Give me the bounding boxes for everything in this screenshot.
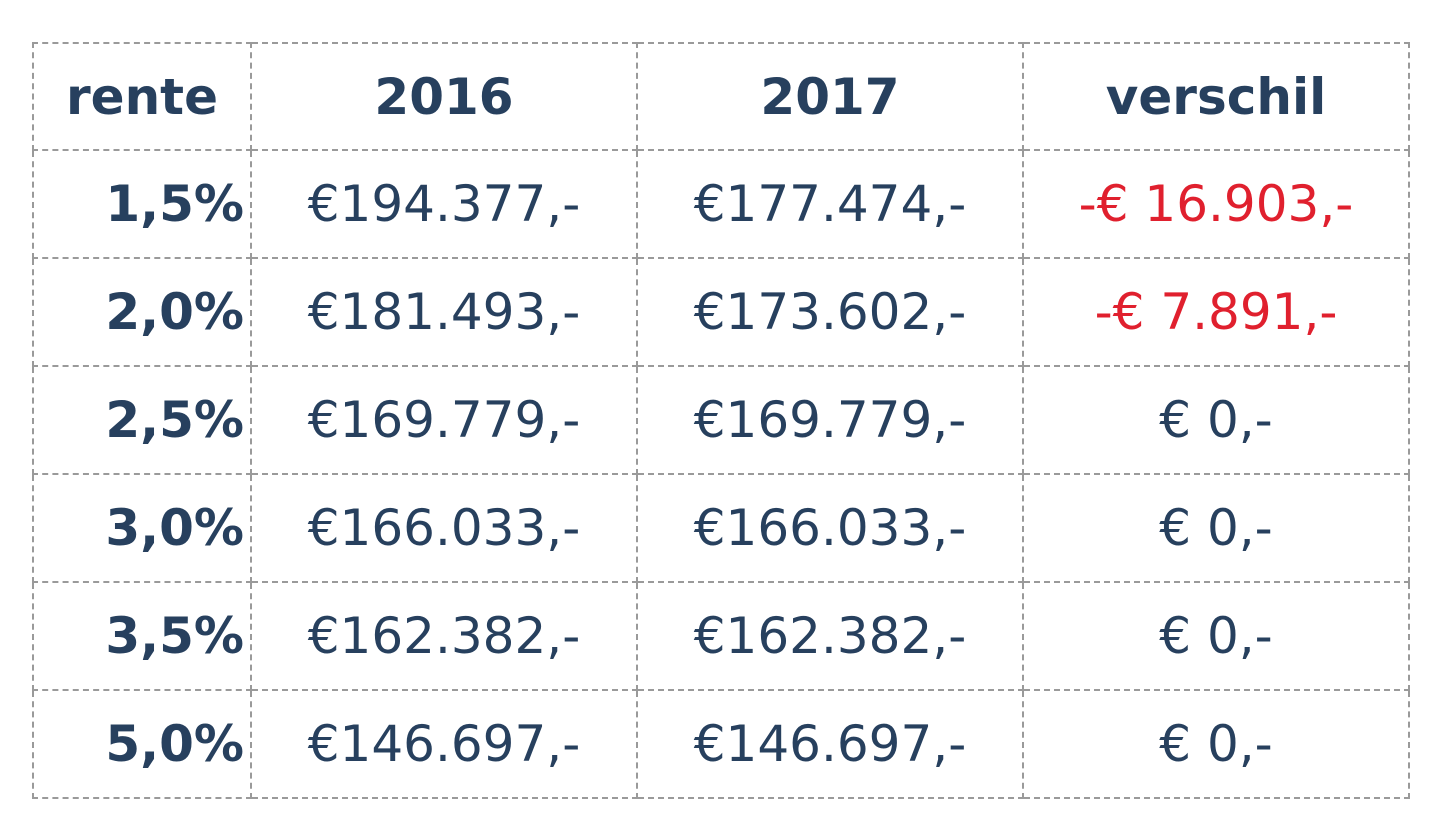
header-cell: 2017 <box>636 42 1024 151</box>
rate-table: rente 2016 2017 verschil 1,5% €194.377,- €177… <box>32 42 1410 799</box>
table-cell: €177.474,- <box>636 149 1024 259</box>
table-cell: €162.382,- <box>636 581 1024 691</box>
table-cell: €166.033,- <box>250 473 638 583</box>
table-cell: 1,5% <box>32 149 252 259</box>
table-cell: 3,0% <box>32 473 252 583</box>
header-cell: 2016 <box>250 42 638 151</box>
table-cell: 3,5% <box>32 581 252 691</box>
table-cell: 2,5% <box>32 365 252 475</box>
table-cell: €173.602,- <box>636 257 1024 367</box>
table-cell: -€ 16.903,- <box>1022 149 1410 259</box>
table-cell: €162.382,- <box>250 581 638 691</box>
table-row: 5,0% €146.697,- €146.697,- € 0,- <box>32 689 1410 799</box>
table-row: 2,0% €181.493,- €173.602,- -€ 7.891,- <box>32 257 1410 367</box>
table-cell: €194.377,- <box>250 149 638 259</box>
table-cell: €166.033,- <box>636 473 1024 583</box>
table-cell: € 0,- <box>1022 473 1410 583</box>
table-row: 2,5% €169.779,- €169.779,- € 0,- <box>32 365 1410 475</box>
table-cell: 5,0% <box>32 689 252 799</box>
table-cell: € 0,- <box>1022 581 1410 691</box>
table-row: 3,0% €166.033,- €166.033,- € 0,- <box>32 473 1410 583</box>
table-cell: €169.779,- <box>636 365 1024 475</box>
table-cell: 2,0% <box>32 257 252 367</box>
table-cell: € 0,- <box>1022 365 1410 475</box>
table-cell: -€ 7.891,- <box>1022 257 1410 367</box>
header-row: rente 2016 2017 verschil <box>32 42 1410 151</box>
table-cell: €181.493,- <box>250 257 638 367</box>
table-body: 1,5% €194.377,- €177.474,- -€ 16.903,- 2,0% €… <box>32 149 1410 799</box>
table-cell: €169.779,- <box>250 365 638 475</box>
header-cell: rente <box>32 42 252 151</box>
table-cell: €146.697,- <box>636 689 1024 799</box>
table-cell: €146.697,- <box>250 689 638 799</box>
table-row: 3,5% €162.382,- €162.382,- € 0,- <box>32 581 1410 691</box>
table-cell: € 0,- <box>1022 689 1410 799</box>
table-row: 1,5% €194.377,- €177.474,- -€ 16.903,- <box>32 149 1410 259</box>
header-cell: verschil <box>1022 42 1410 151</box>
